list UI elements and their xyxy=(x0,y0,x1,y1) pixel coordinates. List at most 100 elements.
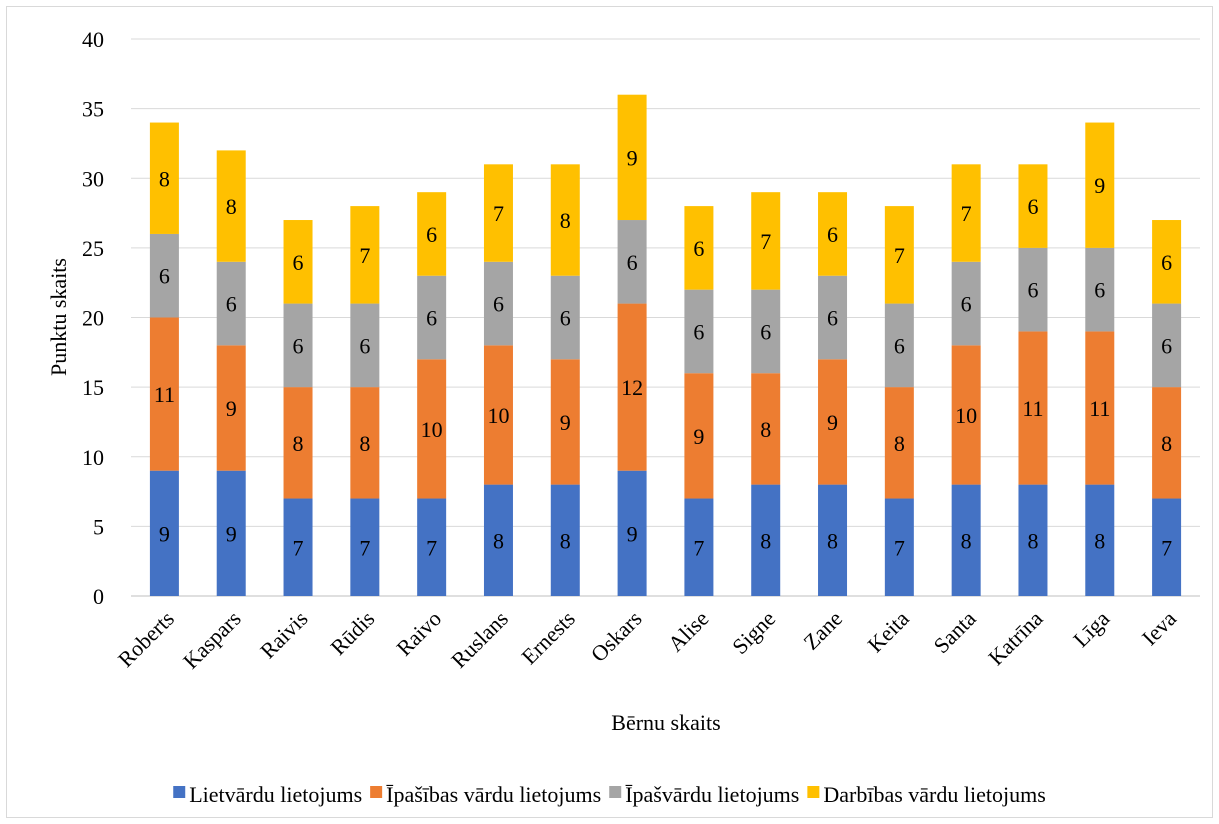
data-label: 8 xyxy=(760,528,771,553)
x-tick-label: Raivo xyxy=(391,606,446,661)
x-tick-label: Raivis xyxy=(255,606,312,663)
bar-segment xyxy=(751,192,781,290)
x-tick-label: Keita xyxy=(863,606,915,658)
bar-segment xyxy=(1152,303,1182,388)
data-label: 7 xyxy=(426,535,437,560)
bar-segment xyxy=(1152,220,1182,304)
data-label: 8 xyxy=(560,208,571,233)
bar-segment xyxy=(350,303,380,388)
bar-segment xyxy=(684,289,714,374)
data-label: 11 xyxy=(154,382,175,407)
data-label: 9 xyxy=(827,410,838,435)
bar-segment xyxy=(283,220,313,304)
bar-segment xyxy=(1018,247,1048,332)
bar-segment xyxy=(884,387,914,499)
bar-segment xyxy=(216,261,246,346)
bar-segment xyxy=(216,345,246,471)
data-label: 9 xyxy=(560,410,571,435)
data-label: 9 xyxy=(226,521,237,546)
data-label: 6 xyxy=(760,319,771,344)
x-tick-label: Rūdis xyxy=(325,606,379,660)
bar-segment xyxy=(149,122,179,234)
bar-segment xyxy=(684,373,714,499)
data-label: 11 xyxy=(1089,396,1110,421)
data-label: 7 xyxy=(1161,535,1172,560)
data-label: 7 xyxy=(894,535,905,560)
bar-segment xyxy=(283,303,313,388)
data-label: 6 xyxy=(1161,333,1172,358)
data-label: 6 xyxy=(693,236,704,261)
y-tick-label: 40 xyxy=(82,27,104,52)
legend-swatch xyxy=(370,786,383,798)
x-tick-label: Katrīna xyxy=(983,606,1047,670)
data-label: 10 xyxy=(955,403,977,428)
bar-segment xyxy=(617,303,647,471)
legend-swatch xyxy=(609,786,622,798)
data-label: 8 xyxy=(293,431,304,456)
bar-segment xyxy=(751,484,781,596)
data-label: 9 xyxy=(627,521,638,546)
bar-segment xyxy=(951,484,981,596)
bar-segment xyxy=(417,275,447,360)
bar-segment xyxy=(550,275,580,360)
legend-label: Īpašības vārdu lietojums xyxy=(386,782,601,807)
legend-label: Īpašvārdu lietojums xyxy=(625,782,799,807)
data-label: 6 xyxy=(693,319,704,344)
data-label: 7 xyxy=(359,243,370,268)
x-tick-label: Roberts xyxy=(113,606,179,672)
data-label: 8 xyxy=(760,417,771,442)
legend-label: Darbības vārdu lietojums xyxy=(823,782,1045,807)
bar-segment xyxy=(149,233,179,318)
bars xyxy=(149,94,1182,596)
bar-segment xyxy=(818,275,848,360)
data-label: 6 xyxy=(426,222,437,247)
bar-segment xyxy=(951,164,981,262)
data-label: 6 xyxy=(293,250,304,275)
data-label: 10 xyxy=(421,417,443,442)
data-label: 9 xyxy=(226,396,237,421)
data-label: 6 xyxy=(359,333,370,358)
y-tick-label: 0 xyxy=(93,584,104,609)
x-tick-label: Kaspars xyxy=(178,606,246,674)
bar-segment xyxy=(818,192,848,276)
data-label: 8 xyxy=(493,528,504,553)
data-label: 8 xyxy=(359,431,370,456)
data-label: 6 xyxy=(293,333,304,358)
data-label: 6 xyxy=(493,292,504,317)
data-label: 8 xyxy=(827,528,838,553)
data-label: 9 xyxy=(159,521,170,546)
bar-segment xyxy=(216,470,246,596)
x-tick-label: Ernests xyxy=(516,606,579,669)
data-label: 7 xyxy=(493,201,504,226)
bar-segment xyxy=(550,484,580,596)
y-tick-label: 35 xyxy=(82,97,104,122)
bar-segment xyxy=(951,261,981,346)
y-tick-label: 10 xyxy=(82,445,104,470)
data-label: 6 xyxy=(1161,250,1172,275)
y-tick-label: 30 xyxy=(82,166,104,191)
x-tick-label: Ieva xyxy=(1137,606,1182,651)
x-tick-label: Oskars xyxy=(586,606,647,667)
bar-segment xyxy=(751,373,781,485)
data-label: 6 xyxy=(226,292,237,317)
legend-swatch xyxy=(173,786,186,798)
bar-segment xyxy=(283,498,313,596)
bar-segment xyxy=(684,206,714,290)
data-label: 6 xyxy=(894,333,905,358)
bar-segment xyxy=(1018,484,1048,596)
data-label: 6 xyxy=(1027,194,1038,219)
bar-segment xyxy=(417,359,447,499)
bar-segment xyxy=(283,387,313,499)
data-label: 7 xyxy=(894,243,905,268)
bar-segment xyxy=(550,164,580,276)
data-label: 7 xyxy=(961,201,972,226)
y-axis-title: Punktu skaits xyxy=(46,258,71,376)
data-label: 8 xyxy=(894,431,905,456)
bar-segment xyxy=(1152,498,1182,596)
bar-segment xyxy=(751,289,781,374)
bar-segment xyxy=(818,484,848,596)
data-label: 6 xyxy=(159,264,170,289)
data-label: 6 xyxy=(961,292,972,317)
data-label: 8 xyxy=(159,166,170,191)
